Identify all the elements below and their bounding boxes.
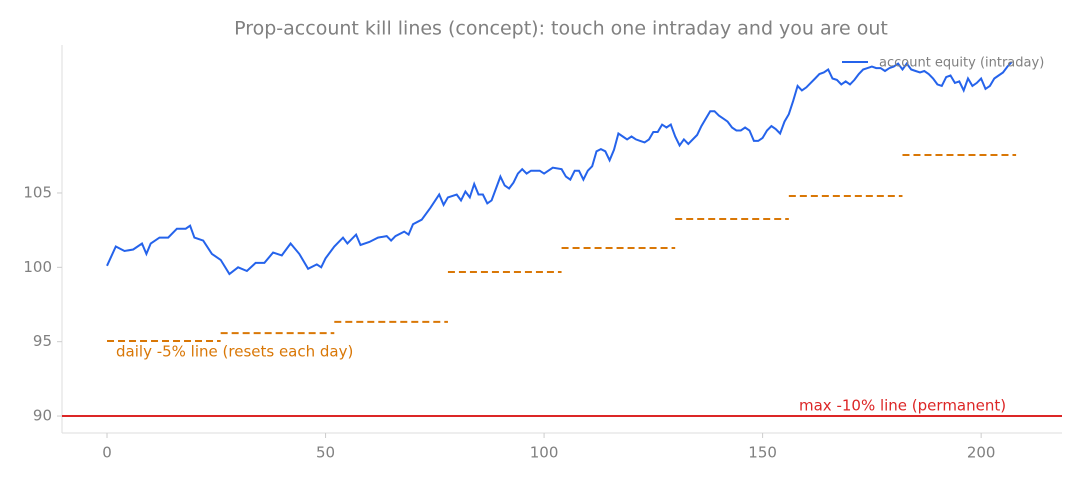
legend-label: account equity (intraday): [879, 56, 1044, 71]
y-tick-label: 95: [33, 332, 52, 350]
x-tick-label: 0: [102, 444, 112, 462]
equity-line: [106, 61, 1013, 276]
y-tick-label: 90: [33, 407, 52, 425]
y-tick-label: 100: [23, 258, 52, 276]
x-tick-label: 150: [748, 444, 777, 462]
x-tick-label: 50: [316, 444, 335, 462]
max-line-label: max -10% line (permanent): [799, 397, 1006, 415]
daily-line-label: daily -5% line (resets each day): [116, 342, 353, 360]
x-tick-label: 200: [967, 444, 996, 462]
y-tick-label: 105: [23, 183, 52, 201]
chart-title: Prop-account kill lines (concept): touch…: [234, 18, 888, 40]
x-tick-label: 100: [530, 444, 559, 462]
